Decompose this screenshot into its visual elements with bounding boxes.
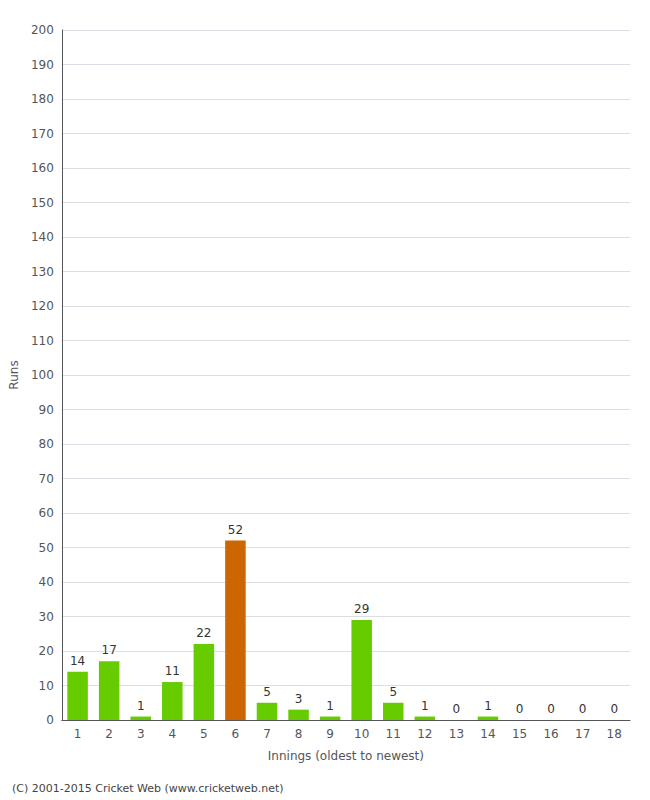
svg-text:0: 0 (547, 702, 555, 716)
svg-text:100: 100 (31, 368, 54, 382)
svg-text:180: 180 (31, 92, 54, 106)
svg-text:200: 200 (31, 23, 54, 37)
svg-text:5: 5 (200, 727, 208, 741)
svg-text:3: 3 (137, 727, 145, 741)
svg-text:9: 9 (326, 727, 334, 741)
svg-text:110: 110 (31, 334, 54, 348)
svg-text:29: 29 (354, 602, 369, 616)
svg-text:17: 17 (575, 727, 590, 741)
svg-text:10: 10 (354, 727, 369, 741)
svg-text:140: 140 (31, 230, 54, 244)
svg-text:3: 3 (295, 692, 303, 706)
svg-text:Runs: Runs (7, 360, 21, 389)
svg-text:4: 4 (168, 727, 176, 741)
svg-text:10: 10 (39, 679, 54, 693)
svg-text:17: 17 (102, 643, 117, 657)
svg-text:60: 60 (39, 506, 54, 520)
svg-text:80: 80 (39, 437, 54, 451)
svg-text:160: 160 (31, 161, 54, 175)
svg-text:52: 52 (228, 523, 243, 537)
svg-text:150: 150 (31, 196, 54, 210)
svg-text:0: 0 (46, 713, 54, 727)
svg-text:0: 0 (516, 702, 524, 716)
svg-text:16: 16 (543, 727, 558, 741)
svg-text:11: 11 (165, 664, 180, 678)
svg-text:12: 12 (417, 727, 432, 741)
svg-text:120: 120 (31, 299, 54, 313)
svg-text:11: 11 (386, 727, 401, 741)
svg-text:0: 0 (610, 702, 618, 716)
svg-text:1: 1 (137, 699, 145, 713)
svg-text:7: 7 (263, 727, 271, 741)
svg-text:15: 15 (512, 727, 527, 741)
svg-text:1: 1 (74, 727, 82, 741)
svg-text:Innings (oldest to newest): Innings (oldest to newest) (268, 749, 424, 763)
svg-text:170: 170 (31, 127, 54, 141)
svg-text:50: 50 (39, 541, 54, 555)
svg-text:1: 1 (326, 699, 334, 713)
svg-text:190: 190 (31, 58, 54, 72)
svg-text:5: 5 (263, 685, 271, 699)
svg-text:30: 30 (39, 610, 54, 624)
svg-text:13: 13 (449, 727, 464, 741)
svg-text:6: 6 (232, 727, 240, 741)
svg-text:2: 2 (105, 727, 113, 741)
svg-text:130: 130 (31, 265, 54, 279)
svg-text:0: 0 (579, 702, 587, 716)
svg-text:18: 18 (607, 727, 622, 741)
svg-text:(C) 2001-2015 Cricket Web (www: (C) 2001-2015 Cricket Web (www.cricketwe… (12, 782, 284, 795)
svg-text:20: 20 (39, 644, 54, 658)
svg-text:0: 0 (453, 702, 461, 716)
svg-text:5: 5 (389, 685, 397, 699)
svg-text:90: 90 (39, 403, 54, 417)
svg-text:1: 1 (421, 699, 429, 713)
svg-text:40: 40 (39, 575, 54, 589)
svg-text:1: 1 (484, 699, 492, 713)
svg-text:14: 14 (70, 654, 85, 668)
svg-text:22: 22 (196, 626, 211, 640)
svg-text:8: 8 (295, 727, 303, 741)
svg-text:70: 70 (39, 472, 54, 486)
svg-text:14: 14 (480, 727, 495, 741)
